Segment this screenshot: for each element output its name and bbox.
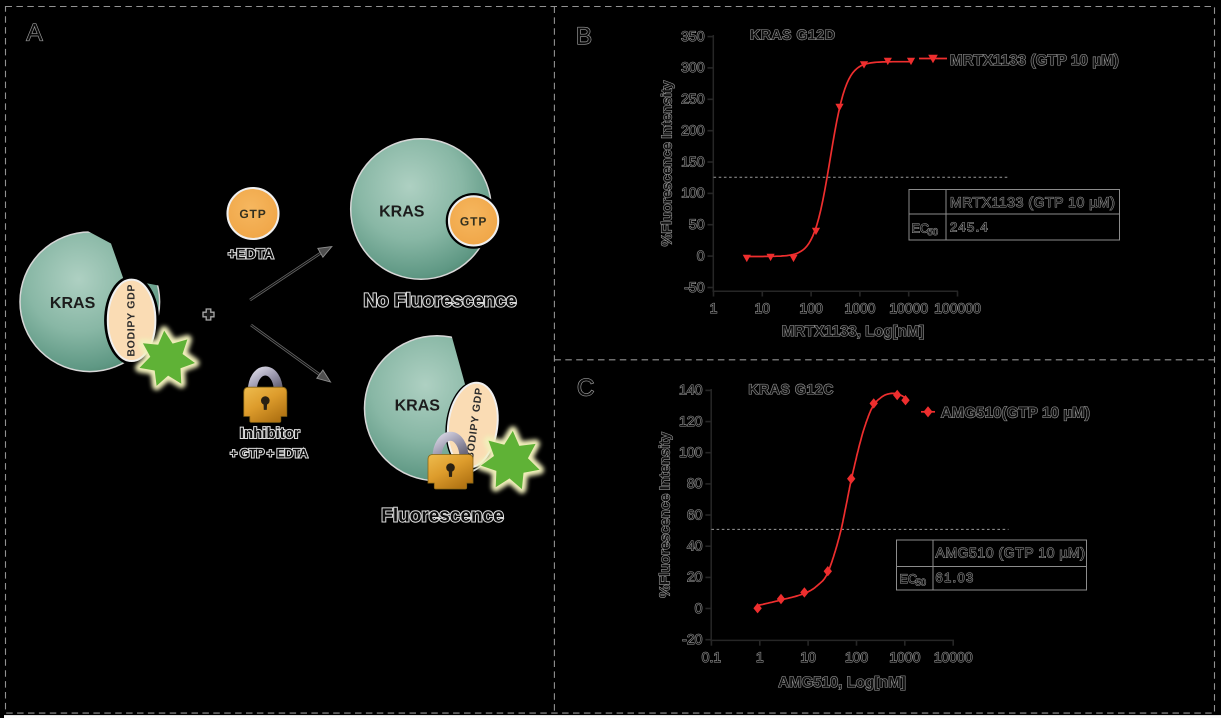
- svg-text:GTP: GTP: [460, 214, 487, 228]
- svg-text:-20: -20: [682, 631, 702, 647]
- svg-text:%Fluorescence Intensity: %Fluorescence Intensity: [660, 81, 676, 247]
- svg-text:1000: 1000: [844, 300, 875, 316]
- svg-text:EC: EC: [912, 222, 929, 236]
- svg-text:MRTX1133, Log[nM]: MRTX1133, Log[nM]: [782, 323, 925, 340]
- svg-text:EC: EC: [900, 572, 917, 586]
- svg-text:245.4: 245.4: [950, 220, 989, 235]
- svg-text:KRAS: KRAS: [50, 295, 96, 312]
- svg-text:No Fluorescence: No Fluorescence: [363, 291, 516, 312]
- svg-text:250: 250: [681, 91, 705, 107]
- svg-text:10: 10: [755, 300, 771, 316]
- svg-text:C: C: [577, 375, 594, 402]
- svg-text:MRTX1133 (GTP 10 µM): MRTX1133 (GTP 10 µM): [950, 194, 1115, 210]
- svg-text:10: 10: [800, 649, 816, 665]
- svg-text:AMG510, Log[nM]: AMG510, Log[nM]: [778, 674, 906, 691]
- svg-text:100: 100: [845, 649, 869, 665]
- svg-text:100: 100: [799, 300, 823, 316]
- svg-text:150: 150: [681, 153, 705, 169]
- svg-text:AMG510(GTP 10 µM): AMG510(GTP 10 µM): [941, 404, 1090, 421]
- svg-text:MRTX1133 (GTP 10 µM): MRTX1133 (GTP 10 µM): [950, 52, 1119, 69]
- svg-text:%Fluorescence Intensity: %Fluorescence Intensity: [658, 432, 674, 598]
- svg-text:0: 0: [697, 247, 705, 263]
- svg-text:120: 120: [679, 413, 703, 429]
- svg-text:Fluorescence: Fluorescence: [381, 506, 504, 527]
- svg-text:61.03: 61.03: [936, 570, 975, 585]
- svg-text:KRAS G12D: KRAS G12D: [750, 27, 836, 43]
- svg-text:1: 1: [710, 300, 718, 316]
- svg-text:B: B: [576, 23, 592, 50]
- svg-text:+ GTP + EDTA: + GTP + EDTA: [230, 446, 308, 460]
- svg-text:KRAS G12C: KRAS G12C: [748, 381, 834, 397]
- svg-text:GTP: GTP: [239, 207, 266, 221]
- svg-text:AMG510 (GTP 10 µM): AMG510 (GTP 10 µM): [936, 545, 1086, 561]
- svg-text:100: 100: [679, 444, 703, 460]
- svg-text:100: 100: [681, 185, 705, 201]
- svg-text:KRAS: KRAS: [395, 398, 441, 415]
- svg-text:10000: 10000: [889, 300, 928, 316]
- svg-text:0: 0: [695, 600, 703, 616]
- svg-text:BODIPY GDP: BODIPY GDP: [126, 284, 138, 357]
- svg-text:200: 200: [681, 122, 705, 138]
- svg-text:100000: 100000: [934, 300, 981, 316]
- svg-text:350: 350: [681, 28, 705, 44]
- svg-text:300: 300: [681, 59, 705, 75]
- svg-text:20: 20: [687, 569, 703, 585]
- svg-text:60: 60: [687, 506, 703, 522]
- svg-text:140: 140: [679, 382, 703, 398]
- svg-text:40: 40: [687, 538, 703, 554]
- svg-text:0.1: 0.1: [702, 649, 722, 665]
- svg-text:50: 50: [928, 227, 939, 238]
- svg-text:-50: -50: [684, 279, 704, 295]
- svg-text:80: 80: [687, 475, 703, 491]
- svg-text:KRAS: KRAS: [379, 203, 425, 220]
- svg-text:50: 50: [689, 216, 705, 232]
- svg-text:1000: 1000: [889, 649, 920, 665]
- svg-text:10000: 10000: [934, 649, 973, 665]
- svg-text:Inhibitor: Inhibitor: [240, 425, 300, 442]
- svg-text:50: 50: [916, 578, 927, 589]
- svg-text:1: 1: [756, 649, 764, 665]
- svg-text:+EDTA: +EDTA: [228, 246, 274, 262]
- svg-text:A: A: [27, 20, 43, 47]
